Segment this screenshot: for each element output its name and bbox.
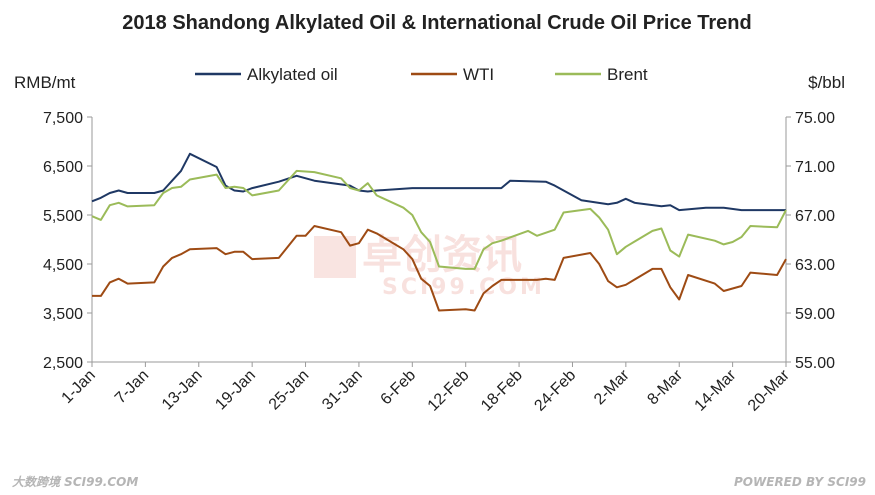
y-right-tick-label: 71.00	[795, 159, 835, 176]
y-left-tick-label: 6,500	[43, 159, 83, 176]
y-left-tick-label: 5,500	[43, 208, 83, 225]
series-lines	[91, 152, 787, 312]
series-line-alkylated-oil	[91, 152, 786, 212]
x-tick-label: 18-Feb	[478, 367, 526, 415]
y-left-tick-label: 4,500	[43, 257, 83, 274]
footer-right-brand: POWERED BY SCI99	[734, 475, 866, 489]
chart-title: 2018 Shandong Alkylated Oil & Internatio…	[122, 12, 751, 34]
y-right-tick-label: 59.00	[795, 306, 835, 323]
series-line-wti	[92, 225, 787, 312]
x-tick-label: 7-Jan	[112, 367, 152, 407]
y-right-tick-label: 67.00	[795, 208, 835, 225]
y-right-tick-label: 75.00	[795, 110, 835, 127]
y-left-tick-label: 2,500	[43, 355, 83, 372]
plot-frame	[91, 117, 787, 363]
x-tick-label: 24-Feb	[531, 367, 579, 415]
y-right-unit-label: $/bbl	[808, 73, 845, 92]
x-tick-label: 31-Jan	[319, 367, 366, 414]
footer-left-brand: 大数跨境 SCI99.COM	[12, 475, 138, 489]
x-tick-label: 13-Jan	[159, 367, 206, 414]
x-tick-label: 19-Jan	[212, 367, 259, 414]
series-line-brent	[91, 169, 787, 270]
x-tick-label: 6-Feb	[378, 367, 420, 409]
y-right-axis: 75.00 71.00 67.00 63.00 59.00 55.00	[786, 110, 835, 372]
legend-label-alkylated-oil: Alkylated oil	[247, 65, 338, 84]
x-tick-label: 25-Jan	[266, 367, 313, 414]
x-tick-label: 12-Feb	[425, 367, 473, 415]
watermark-sub: SCI99.COM	[382, 275, 545, 300]
y-left-axis: 7,500 6,500 5,500 4,500 3,500 2,500	[43, 110, 92, 372]
y-right-tick-label: 55.00	[795, 355, 835, 372]
legend-label-brent: Brent	[607, 65, 648, 84]
watermark-logo	[314, 236, 356, 278]
x-tick-label: 20-Mar	[745, 366, 793, 414]
x-tick-label: 1-Jan	[59, 367, 99, 407]
x-axis: 1-Jan 7-Jan 13-Jan 19-Jan 25-Jan 31-Jan 6-Feb 1…	[59, 362, 793, 415]
y-left-tick-label: 3,500	[43, 306, 83, 323]
legend-label-wti: WTI	[463, 65, 494, 84]
y-right-tick-label: 63.00	[795, 257, 835, 274]
y-left-unit-label: RMB/mt	[14, 73, 76, 92]
x-tick-label: 14-Mar	[692, 366, 740, 414]
y-left-tick-label: 7,500	[43, 110, 83, 127]
x-tick-label: 2-Mar	[591, 366, 633, 408]
legend: Alkylated oil WTI Brent	[195, 65, 648, 84]
x-tick-label: 8-Mar	[644, 366, 686, 408]
